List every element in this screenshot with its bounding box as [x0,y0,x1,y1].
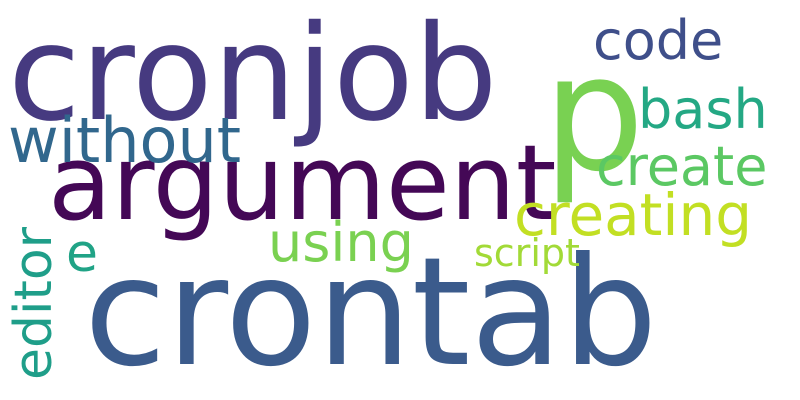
word-e: e [66,224,98,284]
word-cronjob: cronjob [8,0,498,151]
word-using: using [268,211,414,274]
word-code: code [593,9,724,72]
word-p: p [543,20,645,207]
word-crontab: crontab [84,226,658,400]
word-creating: creating [514,181,753,249]
word-script: script [474,231,580,275]
word-bash: bash [638,78,768,141]
word-editor: editor [4,226,64,380]
word-create: create [596,135,768,198]
word-without: without [8,104,242,177]
word-argument: argument [48,122,557,244]
